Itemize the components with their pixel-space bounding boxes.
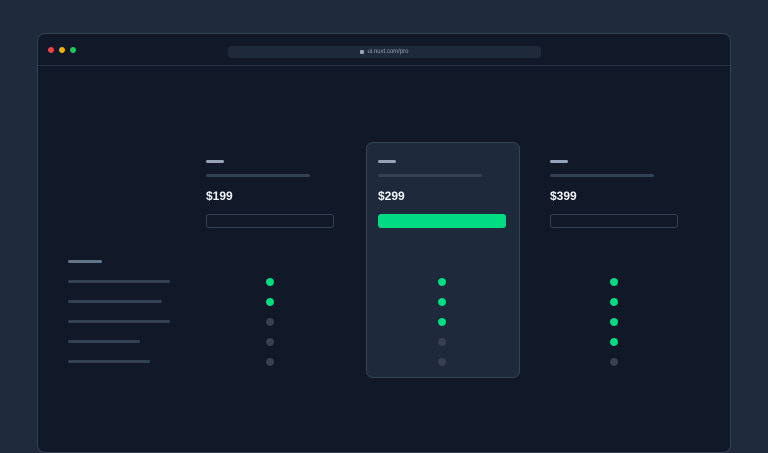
feature-included-icon	[438, 318, 446, 326]
feature-included-icon	[266, 278, 274, 286]
feature-excluded-icon	[438, 338, 446, 346]
browser-titlebar: ui.nuxt.com/pro	[38, 34, 730, 66]
feature-included-icon	[438, 278, 446, 286]
plan-description-placeholder	[206, 174, 310, 177]
feature-excluded-icon	[610, 358, 618, 366]
feature-excluded-icon	[438, 358, 446, 366]
feature-label-placeholder	[68, 280, 170, 283]
plan-price: $199	[206, 189, 233, 203]
minimize-dot-icon[interactable]	[59, 47, 65, 53]
feature-label-placeholder	[68, 320, 170, 323]
feature-included-icon	[266, 298, 274, 306]
feature-included-icon	[610, 338, 618, 346]
feature-label-placeholder	[68, 300, 162, 303]
plan-description-placeholder	[550, 174, 654, 177]
address-bar[interactable]: ui.nuxt.com/pro	[228, 46, 541, 58]
url-text: ui.nuxt.com/pro	[367, 49, 409, 55]
plan-price: $299	[378, 189, 405, 203]
browser-window: ui.nuxt.com/pro $199 $299 $399	[37, 33, 731, 453]
plan-description-placeholder	[378, 174, 482, 177]
feature-included-icon	[610, 318, 618, 326]
plan-cta-button[interactable]	[550, 214, 678, 228]
feature-included-icon	[438, 298, 446, 306]
maximize-dot-icon[interactable]	[70, 47, 76, 53]
features-heading-placeholder	[68, 260, 102, 263]
feature-excluded-icon	[266, 318, 274, 326]
feature-included-icon	[610, 278, 618, 286]
plan-name-placeholder	[378, 160, 396, 163]
plan-price: $399	[550, 189, 577, 203]
lock-icon	[360, 50, 365, 54]
feature-excluded-icon	[266, 338, 274, 346]
plan-cta-button[interactable]	[378, 214, 506, 228]
close-dot-icon[interactable]	[48, 47, 54, 53]
feature-label-placeholder	[68, 340, 140, 343]
plan-cta-button[interactable]	[206, 214, 334, 228]
plan-name-placeholder	[550, 160, 568, 163]
feature-included-icon	[610, 298, 618, 306]
feature-excluded-icon	[266, 358, 274, 366]
feature-label-placeholder	[68, 360, 150, 363]
plan-name-placeholder	[206, 160, 224, 163]
